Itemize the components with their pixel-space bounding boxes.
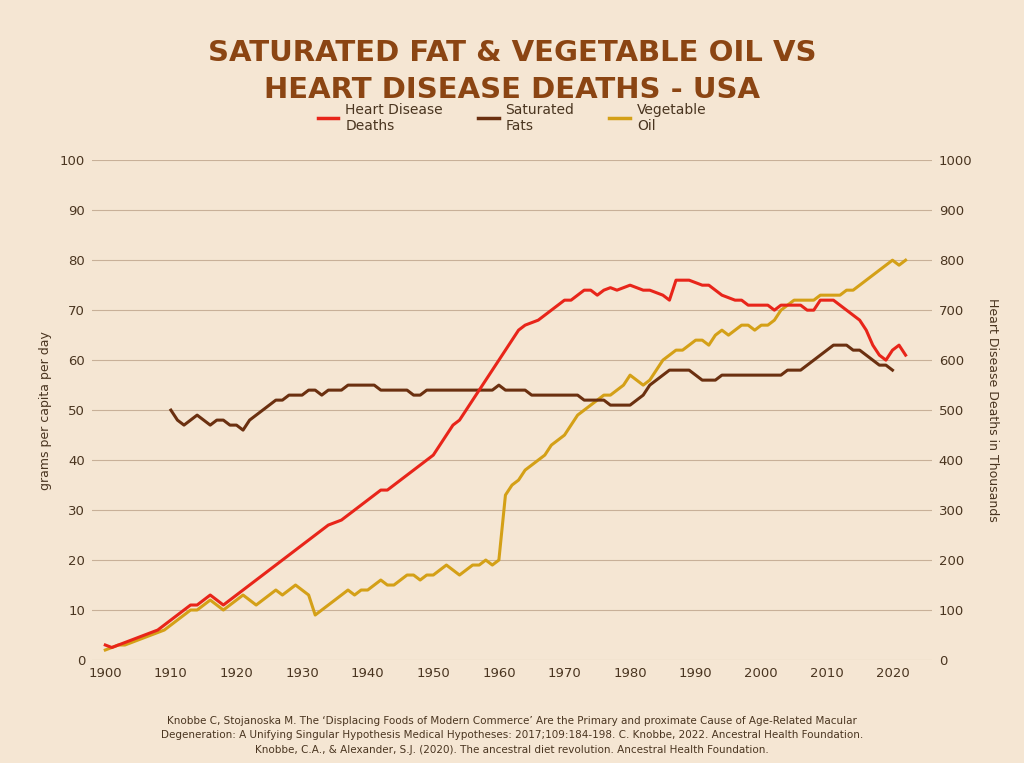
Y-axis label: grams per capita per day: grams per capita per day	[39, 330, 51, 490]
Legend: Heart Disease
Deaths, Saturated
Fats, Vegetable
Oil: Heart Disease Deaths, Saturated Fats, Ve…	[312, 97, 712, 138]
Text: Knobbe C, Stojanoska M. The ‘Displacing Foods of Modern Commerce’ Are the Primar: Knobbe C, Stojanoska M. The ‘Displacing …	[161, 716, 863, 755]
Text: SATURATED FAT & VEGETABLE OIL VS: SATURATED FAT & VEGETABLE OIL VS	[208, 39, 816, 67]
Y-axis label: Heart Disease Deaths in Thousands: Heart Disease Deaths in Thousands	[986, 298, 999, 522]
Text: HEART DISEASE DEATHS - USA: HEART DISEASE DEATHS - USA	[264, 76, 760, 105]
